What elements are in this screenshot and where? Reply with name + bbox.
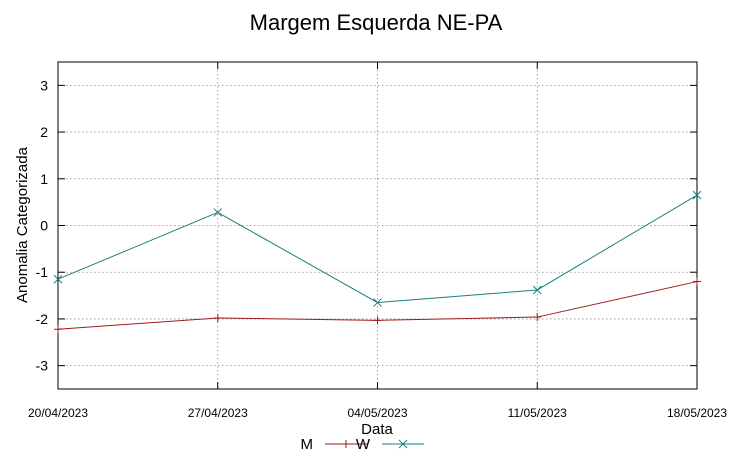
x-tick-label: 18/05/2023	[667, 406, 727, 420]
x-axis-label: Data	[361, 421, 393, 438]
y-tick-label: -3	[36, 358, 49, 374]
y-tick-label: 1	[40, 171, 48, 187]
data-point-w	[53, 274, 63, 284]
plot-frame	[57, 61, 698, 390]
y-tick-label: 0	[40, 218, 48, 234]
chart-title: Margem Esquerda NE-PA	[250, 10, 503, 35]
y-axis-ticks: -3 -2 -1 0 1 2 3	[36, 77, 697, 374]
x-tick-label: 27/04/2023	[188, 406, 248, 420]
data-point-w	[373, 298, 382, 307]
data-point-m	[213, 313, 222, 322]
legend-marker-m	[342, 440, 350, 448]
y-tick-label: -2	[36, 311, 49, 327]
x-tick-label: 11/05/2023	[508, 406, 567, 420]
data-point-m	[373, 316, 382, 325]
legend-marker-w	[398, 439, 408, 449]
x-axis-ticks: 20/04/2023 27/04/2023 04/05/2023 11/05/2023…	[28, 62, 727, 420]
y-tick-label: 3	[40, 77, 48, 93]
series-group	[53, 190, 702, 334]
x-tick-label: 20/04/2023	[28, 406, 88, 420]
x-tick-label: 04/05/2023	[347, 406, 407, 420]
data-point-m	[533, 313, 542, 322]
legend-label-m: M	[301, 436, 314, 453]
data-point-w	[692, 190, 702, 200]
y-tick-label: -1	[36, 264, 49, 280]
data-point-w	[532, 285, 542, 295]
data-point-m	[54, 325, 62, 334]
data-point-w	[213, 208, 223, 217]
data-point-m	[693, 277, 701, 286]
y-axis-label: Anomalia Categorizada	[14, 146, 31, 303]
grid-lines	[58, 62, 697, 389]
legend-label-w: W	[356, 436, 371, 453]
y-tick-label: 2	[40, 124, 48, 140]
